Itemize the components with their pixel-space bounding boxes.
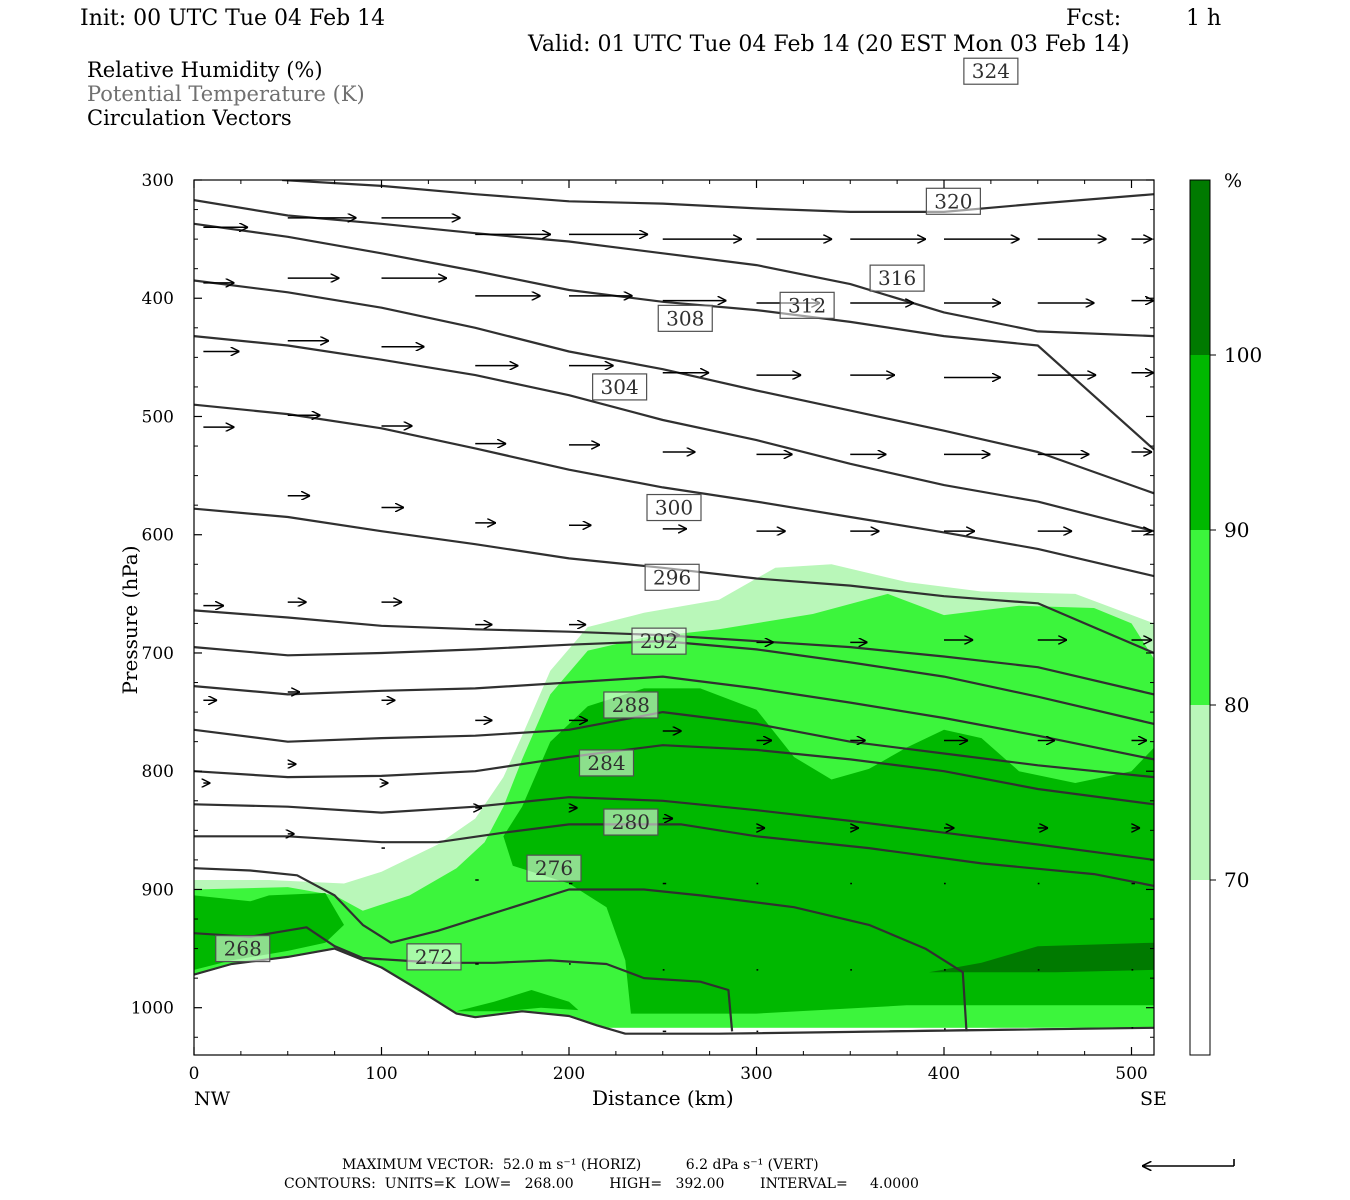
y-axis-label: Pressure (hPa) [118,545,142,695]
contour-label-layer: 268 272 276 280 284 288 292 296 300 304 308 312 316 3… [215,57,1019,971]
max-vector-info: MAXIMUM VECTOR: 52.0 m s⁻¹ (HORIZ) 6.2 d… [342,1157,819,1173]
colorbar-swatch [1190,355,1210,530]
colorbar-frame [1189,179,1211,1056]
init-time: Init: 00 UTC Tue 04 Feb 14 [80,6,386,31]
svg-text:292: 292 [640,629,678,653]
theta-contour-324 [194,222,1154,451]
y-tick-label: 300 [142,171,174,191]
forecast-label: Fcst: [1066,6,1122,31]
theta-contour-276 [194,867,968,1032]
svg-text:300: 300 [655,496,693,520]
humidity-region-100-5 [929,942,1154,973]
contour-label-272: 272 [406,943,462,971]
humidity-region-90-4 [456,990,579,1012]
svg-text:312: 312 [788,293,826,317]
theta-contour-312 [194,403,1154,578]
contour-label-296: 296 [644,563,700,591]
vector-layer [203,218,1154,1033]
forecast-hour: 1 h [1186,6,1222,31]
colorbar-tick-label: 70 [1224,868,1249,892]
theta-contour-268 [194,947,1154,1035]
theta-contour-296 [194,675,1154,761]
contour-label-320: 320 [925,187,981,215]
field-vectors-title: Circulation Vectors [87,106,292,130]
colorbar-swatch [1190,180,1210,355]
y-tick-label: 400 [142,289,174,309]
colorbar-tick-label: 80 [1224,693,1249,717]
contour-label-312: 312 [779,291,835,319]
colorbar-swatch [1190,880,1210,1055]
y-tick-label: 900 [142,880,174,900]
svg-text:280: 280 [612,810,650,834]
colorbar-tick-label: 100 [1224,343,1262,367]
svg-text:288: 288 [612,693,650,717]
colorbar-unit: % [1224,170,1243,192]
contour-info: CONTOURS: UNITS=K LOW= 268.00 HIGH= 392.… [284,1176,919,1192]
svg-text:304: 304 [601,375,639,399]
x-tick-label: 0 [189,1064,200,1084]
theta-contour-320 [194,279,1154,495]
plot-frame [193,179,1155,1056]
theta-contour-292 [194,710,1154,779]
contour-label-324: 324 [963,57,1019,85]
svg-text:308: 308 [666,306,704,330]
contour-label-292: 292 [631,627,687,655]
contour-label-268: 268 [215,934,271,963]
svg-text:276: 276 [535,856,573,880]
x-tick-label: 200 [553,1064,585,1084]
svg-text:316: 316 [878,266,916,290]
contour-label-308: 308 [657,304,713,332]
terrain-mask [194,948,1154,1055]
colorbar: 70 80 90 100 [1189,179,1262,1056]
field-rh-title: Relative Humidity (%) [87,58,323,82]
valid-time: Valid: 01 UTC Tue 04 Feb 14 (20 EST Mon … [528,32,1130,57]
colorbar-tick-label: 90 [1224,518,1249,542]
endpoint-nw: NW [194,1088,231,1110]
contour-label-280: 280 [603,808,659,836]
x-tick-label: 500 [1115,1064,1147,1084]
contour-label-316: 316 [869,264,925,292]
theta-contour-272 [194,926,734,1032]
svg-text:320: 320 [934,189,972,213]
humidity-region-90-3 [503,688,1154,1014]
x-tick-label: 300 [740,1064,772,1084]
x-tick-label: 400 [928,1064,960,1084]
field-theta-title: Potential Temperature (K) [87,82,365,106]
y-tick-label: 600 [142,526,174,546]
contour-label-284: 284 [578,749,635,777]
svg-text:268: 268 [224,937,262,961]
contour-label-288: 288 [603,691,659,719]
x-tick-label: 100 [365,1064,397,1084]
contour-label-276: 276 [526,854,582,882]
reference-vector [1142,1159,1235,1166]
y-tick-label: 700 [142,644,174,664]
contour-label-304: 304 [592,373,648,401]
theta-contour-288 [194,744,1154,806]
theta-contour-316 [194,335,1154,533]
svg-text:296: 296 [653,565,691,589]
theta-contour-332 [282,180,1154,213]
y-tick-label: 500 [142,407,174,427]
x-axis-label: Distance (km) [592,1086,734,1110]
colorbar-swatch [1190,530,1210,705]
contour-label-300: 300 [646,493,702,522]
theta-contour-284 [194,796,1154,861]
svg-text:272: 272 [415,945,453,969]
svg-text:284: 284 [587,751,625,775]
svg-text:324: 324 [972,59,1010,83]
y-tick-label: 800 [142,762,174,782]
y-tick-label: 1000 [131,999,174,1019]
endpoint-se: SE [1140,1088,1167,1110]
axes-layer: 0 100 200 300 400 500 300 400 500 600 700 800 900 100… [131,171,1155,1084]
colorbar-swatch [1190,705,1210,880]
humidity-fill-layer [194,564,1154,1055]
